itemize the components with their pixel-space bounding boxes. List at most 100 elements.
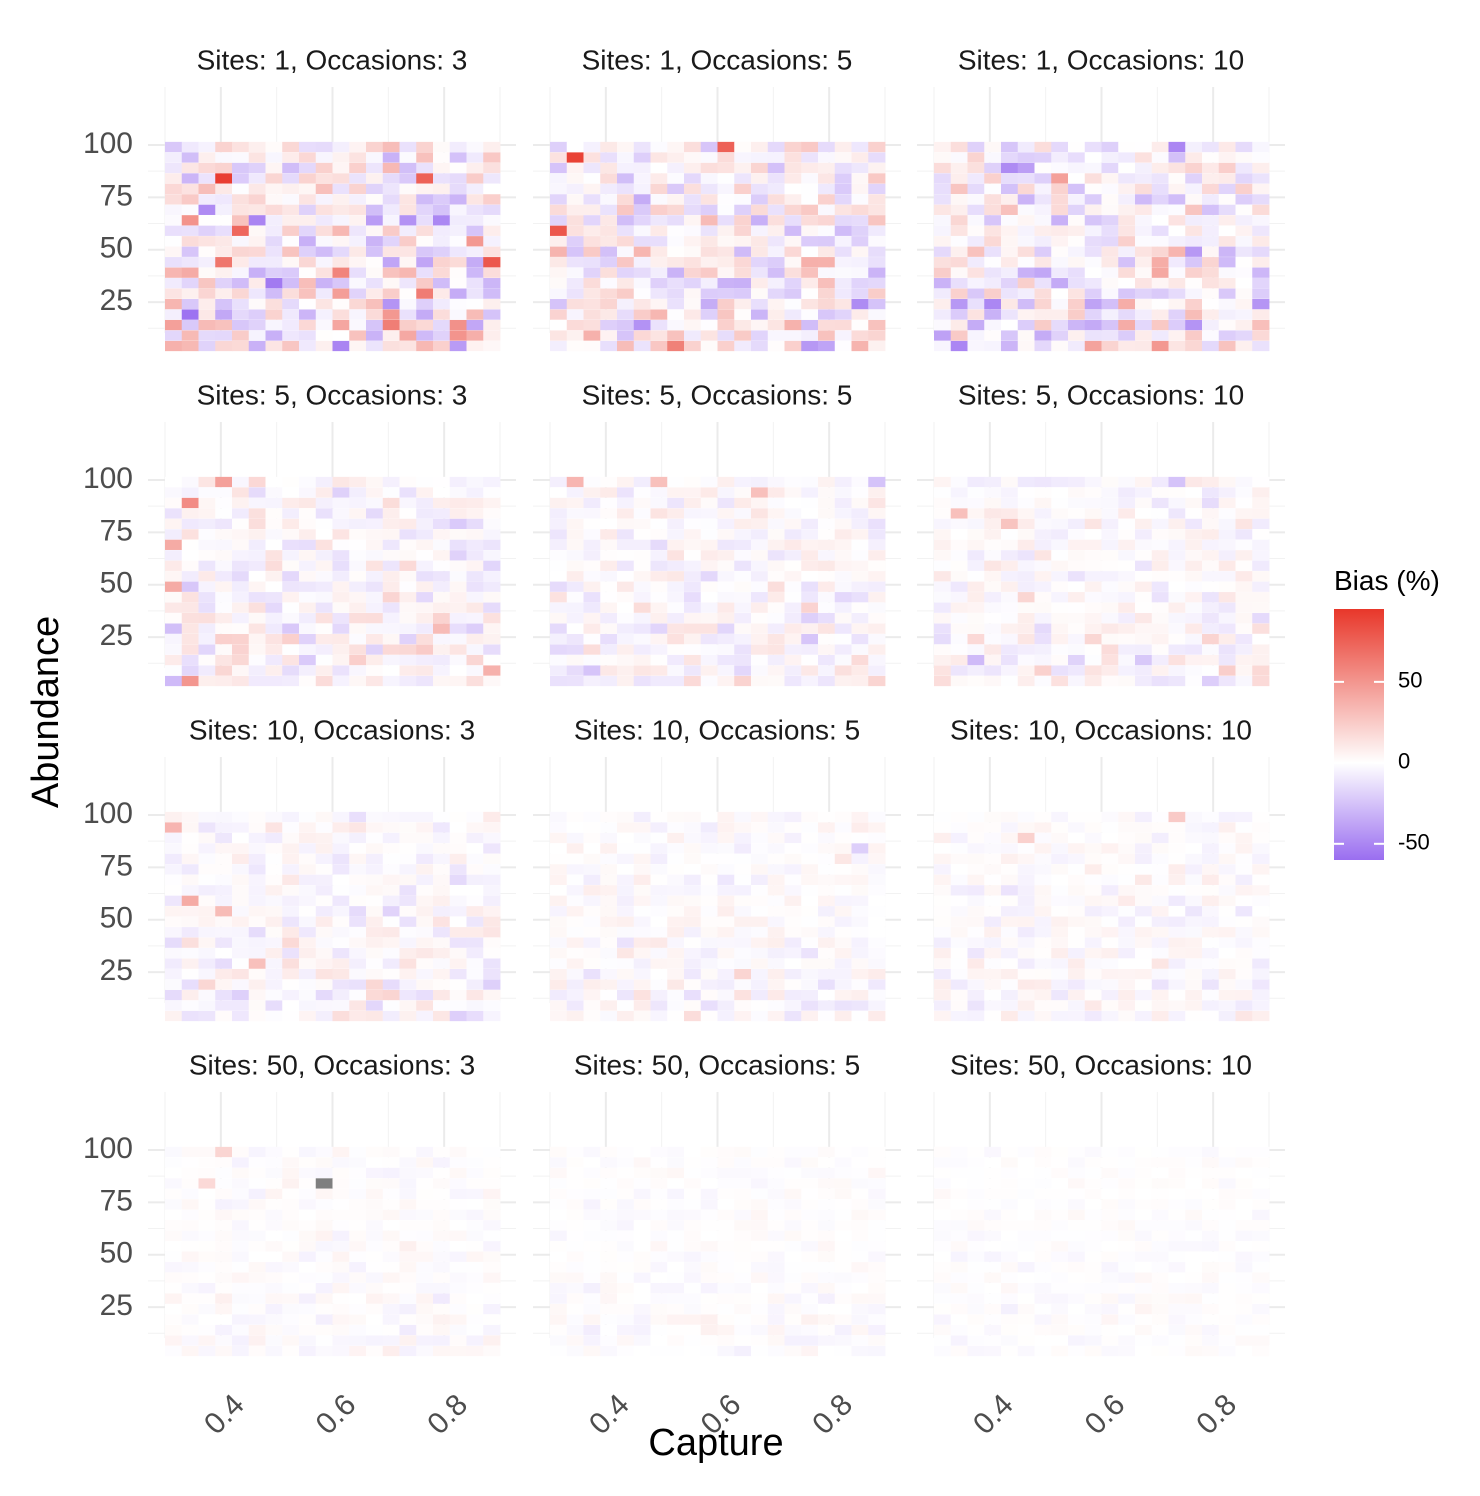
heat-cell: [700, 162, 718, 174]
heat-cell: [416, 1314, 434, 1325]
heat-cell: [198, 1188, 216, 1200]
heat-cell: [1202, 822, 1220, 833]
heat-cell: [784, 215, 802, 226]
heat-cell: [1202, 246, 1220, 257]
heat-cell: [399, 1241, 417, 1252]
heat-cell: [399, 539, 417, 550]
heat-cell: [483, 1241, 501, 1252]
heat-cell: [734, 476, 752, 488]
heat-cell: [667, 215, 685, 226]
heat-cell: [433, 194, 451, 205]
heat-cell: [1001, 1241, 1019, 1252]
heat-cell: [248, 497, 266, 509]
heat-cell: [834, 979, 852, 990]
heat-cell: [181, 822, 199, 833]
heat-cell: [449, 1324, 467, 1336]
heat-cell: [1135, 340, 1153, 352]
heat-cell: [1202, 1345, 1220, 1357]
heat-cell: [416, 1000, 434, 1011]
heat-cell: [566, 1303, 584, 1315]
heat-cell: [950, 581, 968, 592]
heat-cell: [801, 267, 819, 278]
heat-cell: [834, 508, 852, 519]
heat-cell: [332, 864, 350, 875]
heat-cell: [801, 141, 819, 153]
heat-cell: [165, 141, 183, 153]
heat-cell: [600, 560, 618, 571]
heat-cell: [934, 937, 952, 948]
heat-cell: [433, 895, 451, 906]
heat-cell: [600, 1000, 618, 1011]
heat-cell: [851, 623, 869, 634]
heat-cell: [1135, 633, 1153, 645]
heat-cell: [784, 633, 802, 645]
heat-cell: [1218, 571, 1236, 582]
heat-cell: [265, 330, 283, 341]
heat-cell: [1118, 885, 1136, 896]
heat-cell: [332, 1146, 350, 1158]
heat-cell: [399, 623, 417, 634]
heat-cell: [1168, 613, 1186, 624]
heat-cell: [1202, 811, 1220, 823]
heat-cell: [349, 613, 367, 624]
heat-cell: [382, 1010, 400, 1022]
heat-cell: [984, 1251, 1002, 1262]
heat-cell: [366, 246, 384, 257]
heat-cell: [1185, 843, 1203, 854]
heat-cell: [416, 581, 434, 592]
heat-cell: [248, 194, 266, 205]
heat-cell: [633, 937, 651, 948]
heat-cell: [818, 152, 836, 163]
heat-cell: [1034, 529, 1052, 540]
heat-cell: [934, 864, 952, 875]
heat-cell: [834, 267, 852, 278]
heat-cell: [617, 613, 635, 624]
heat-cell: [717, 592, 735, 603]
heat-cell: [583, 194, 601, 205]
heat-cell: [767, 853, 785, 865]
heat-cell: [868, 309, 886, 320]
heat-cell: [349, 832, 367, 844]
heat-cell: [232, 550, 250, 561]
heat-cell: [617, 948, 635, 959]
heat-cell: [1135, 675, 1153, 687]
heat-cell: [1151, 152, 1169, 163]
heat-cell: [617, 1209, 635, 1220]
heat-cell: [349, 529, 367, 540]
heat-cell: [751, 539, 769, 550]
heat-cell: [215, 1167, 233, 1179]
heat-cell: [198, 1293, 216, 1304]
heat-cell: [399, 832, 417, 844]
heat-cell: [751, 906, 769, 917]
heat-cell: [1235, 1199, 1253, 1210]
heat-cell: [650, 948, 668, 959]
heat-cell: [332, 979, 350, 990]
heat-cell: [165, 613, 183, 624]
heat-cell: [1202, 508, 1220, 519]
heat-cell: [215, 1000, 233, 1011]
heat-cell: [299, 1146, 317, 1158]
heat-cell: [449, 654, 467, 666]
heat-cell: [851, 853, 869, 865]
heat-cell: [734, 613, 752, 624]
heat-cell: [483, 330, 501, 341]
heat-cell: [1118, 1335, 1136, 1346]
heat-cell: [449, 550, 467, 561]
heat-cell: [382, 518, 400, 530]
heat-cell: [617, 1146, 635, 1158]
heat-cell: [449, 1178, 467, 1189]
heat-cell: [967, 822, 985, 833]
heat-cell: [1202, 1220, 1220, 1231]
heat-cell: [984, 864, 1002, 875]
heat-cell: [851, 811, 869, 823]
heat-cell: [181, 864, 199, 875]
heat-cell: [449, 843, 467, 854]
heat-cell: [1001, 1167, 1019, 1179]
heat-cell: [248, 550, 266, 561]
heat-cell: [1252, 1178, 1270, 1189]
heat-cell: [967, 675, 985, 687]
heat-cell: [165, 152, 183, 163]
heat-cell: [700, 581, 718, 592]
heat-cell: [650, 811, 668, 823]
heat-cell: [1084, 958, 1102, 969]
